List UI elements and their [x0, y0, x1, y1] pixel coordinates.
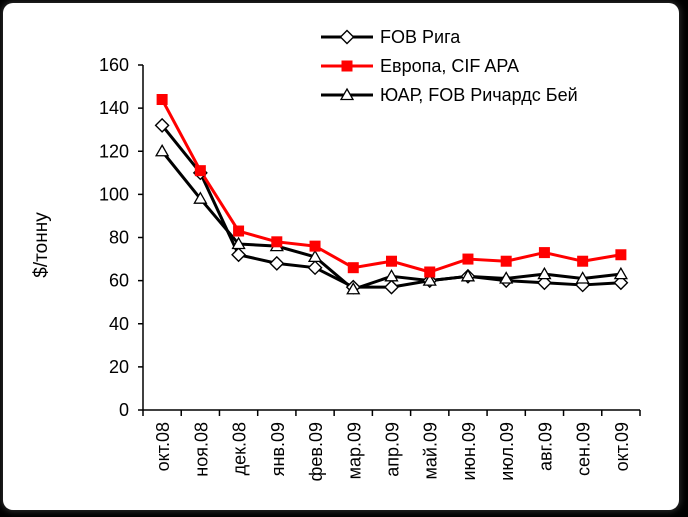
triangle-marker — [384, 269, 399, 282]
x-tick-label: окт.08 — [153, 422, 173, 471]
triangle-marker — [154, 143, 170, 157]
triangle-marker — [231, 236, 246, 250]
triangle-marker — [339, 87, 355, 101]
y-tick-label: 40 — [109, 314, 129, 334]
triangle-marker — [613, 266, 629, 280]
triangle-marker — [307, 249, 323, 263]
triangle-marker — [499, 271, 514, 284]
line-chart: 0 20 40 60 80 100 120 140 160 окт.08 ноя.08 дек.08… — [31, 27, 641, 481]
y-axis-label: $/тонну — [31, 212, 52, 278]
square-marker — [347, 262, 359, 274]
square-marker — [341, 60, 353, 72]
y-tick-label: 120 — [99, 141, 129, 161]
square-marker — [538, 247, 550, 259]
square-marker — [156, 94, 168, 105]
x-tick-label: фев.09 — [306, 422, 326, 481]
triangle-marker — [193, 191, 208, 204]
y-tick-label: 100 — [99, 184, 129, 204]
x-tick-label: янв.09 — [268, 422, 288, 476]
square-marker — [194, 165, 206, 177]
diamond-marker — [154, 117, 170, 133]
x-tick-label: дек.08 — [230, 422, 250, 475]
triangle-marker — [575, 271, 590, 284]
square-marker — [309, 240, 321, 252]
y-tick-label: 60 — [109, 271, 129, 291]
x-tick-label: июл.09 — [497, 422, 517, 481]
y-tick-label: 20 — [109, 357, 129, 377]
legend-label: FOB Рига — [380, 27, 461, 47]
square-marker — [500, 255, 512, 267]
diamond-marker — [384, 279, 399, 295]
triangle-marker — [422, 273, 437, 286]
square-marker — [233, 225, 245, 237]
square-marker — [386, 255, 397, 267]
diamond-marker — [613, 275, 629, 291]
legend-item: ЮАР, FOB Ричардс Бей — [321, 85, 578, 105]
diamond-marker — [307, 260, 323, 276]
x-axis: окт.08 ноя.08 дек.08 янв.09 фев.09 мар.09 апр.… — [142, 409, 641, 481]
x-tick-label: май.09 — [421, 422, 441, 479]
legend-label: Европа, CIF APA — [380, 56, 519, 76]
y-tick-label: 80 — [109, 228, 129, 248]
diamond-marker — [339, 29, 355, 45]
square-marker — [577, 255, 589, 267]
diamond-marker — [269, 255, 285, 271]
x-tick-label: июн.09 — [459, 422, 479, 481]
legend-item: Европа, CIF APA — [321, 56, 519, 76]
x-tick-label: ноя.08 — [191, 422, 211, 477]
y-tick-label: 160 — [99, 55, 129, 75]
chart-frame: 0 20 40 60 80 100 120 140 160 окт.08 ноя.08 дек.08… — [3, 3, 679, 510]
diamond-marker — [231, 247, 247, 263]
square-marker — [615, 249, 627, 261]
triangle-marker — [460, 269, 476, 282]
square-marker — [462, 253, 474, 265]
series-layer — [154, 94, 629, 295]
y-axis: 0 20 40 60 80 100 120 140 160 — [99, 55, 144, 420]
triangle-marker — [346, 281, 361, 295]
x-tick-label: мар.09 — [344, 422, 364, 479]
x-tick-label: авг.09 — [535, 422, 555, 471]
legend-item: FOB Рига — [321, 27, 461, 47]
square-marker — [424, 266, 436, 278]
triangle-marker — [537, 266, 552, 280]
legend-label: ЮАР, FOB Ричардс Бей — [380, 85, 578, 105]
square-marker — [271, 236, 283, 248]
y-tick-label: 140 — [99, 98, 129, 118]
series-line-1 — [160, 98, 622, 274]
diamond-marker — [536, 275, 552, 291]
x-tick-label: окт.09 — [612, 422, 632, 471]
y-tick-label: 0 — [119, 400, 129, 420]
x-tick-label: апр.09 — [383, 422, 403, 477]
legend: FOB Рига Европа, CIF APA ЮАР, FOB Ричардс … — [321, 27, 578, 105]
x-tick-label: сен.09 — [574, 422, 594, 476]
